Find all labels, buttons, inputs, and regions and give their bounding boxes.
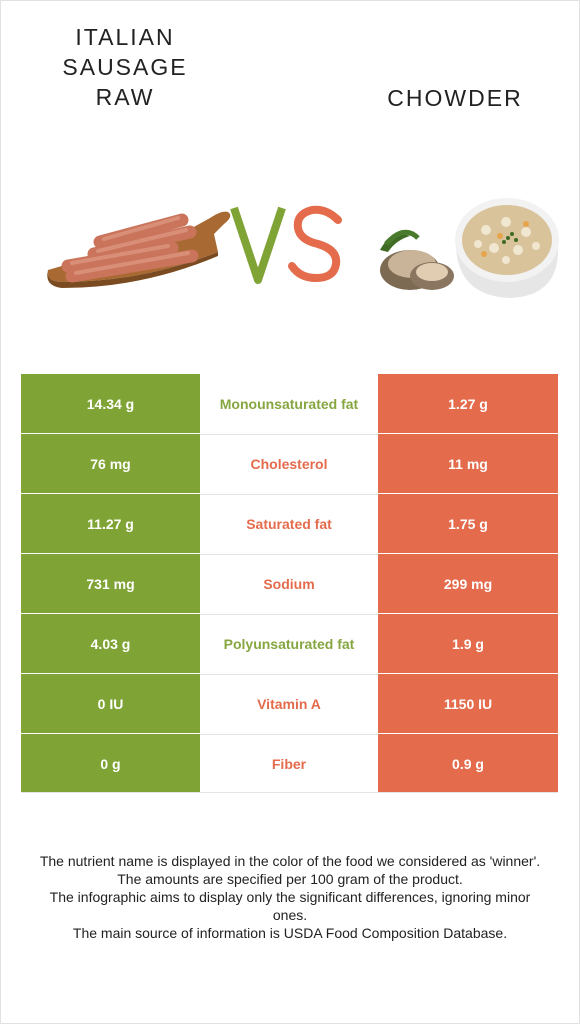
nutrient-name: Cholesterol xyxy=(200,434,378,493)
right-value: 0.9 g xyxy=(378,734,558,793)
right-value: 11 mg xyxy=(378,434,558,493)
table-row: 11.27 g Saturated fat 1.75 g xyxy=(21,494,558,554)
left-food-title: ITALIAN SAUSAGE RAW xyxy=(62,24,188,110)
table-row: 76 mg Cholesterol 11 mg xyxy=(21,434,558,494)
right-food-title: CHOWDER xyxy=(387,85,523,111)
right-value: 1.9 g xyxy=(378,614,558,673)
table-row: 0 g Fiber 0.9 g xyxy=(21,734,558,793)
footnote: The amounts are specified per 100 gram o… xyxy=(117,871,463,887)
nutrient-name: Vitamin A xyxy=(200,674,378,733)
left-value: 11.27 g xyxy=(21,494,200,553)
table-row: 0 IU Vitamin A 1150 IU xyxy=(21,674,558,734)
comparison-table: 14.34 g Monounsaturated fat 1.27 g 76 mg… xyxy=(21,374,558,793)
vs-mark xyxy=(230,205,342,284)
chowder-image xyxy=(380,198,559,298)
table-row: 14.34 g Monounsaturated fat 1.27 g xyxy=(21,374,558,434)
nutrient-name: Polyunsaturated fat xyxy=(200,614,378,673)
footnote: The nutrient name is displayed in the co… xyxy=(39,853,541,869)
right-value: 1150 IU xyxy=(378,674,558,733)
table-row: 731 mg Sodium 299 mg xyxy=(21,554,558,614)
right-value: 1.27 g xyxy=(378,374,558,433)
right-value: 1.75 g xyxy=(378,494,558,553)
footnote: The infographic aims to display only the… xyxy=(49,889,531,923)
left-value: 4.03 g xyxy=(21,614,200,673)
nutrient-name: Saturated fat xyxy=(200,494,378,553)
footnote: The main source of information is USDA F… xyxy=(72,925,508,941)
table-row: 4.03 g Polyunsaturated fat 1.9 g xyxy=(21,614,558,674)
left-value: 0 IU xyxy=(21,674,200,733)
left-value: 76 mg xyxy=(21,434,200,493)
footnotes: The nutrient name is displayed in the co… xyxy=(34,852,546,942)
nutrient-name: Monounsaturated fat xyxy=(200,374,378,433)
nutrient-name: Fiber xyxy=(200,734,378,793)
table-divider xyxy=(21,792,558,793)
right-value: 299 mg xyxy=(378,554,558,613)
left-value: 14.34 g xyxy=(21,374,200,433)
left-value: 0 g xyxy=(21,734,200,793)
left-value: 731 mg xyxy=(21,554,200,613)
nutrient-name: Sodium xyxy=(200,554,378,613)
sausage-image xyxy=(47,211,231,288)
